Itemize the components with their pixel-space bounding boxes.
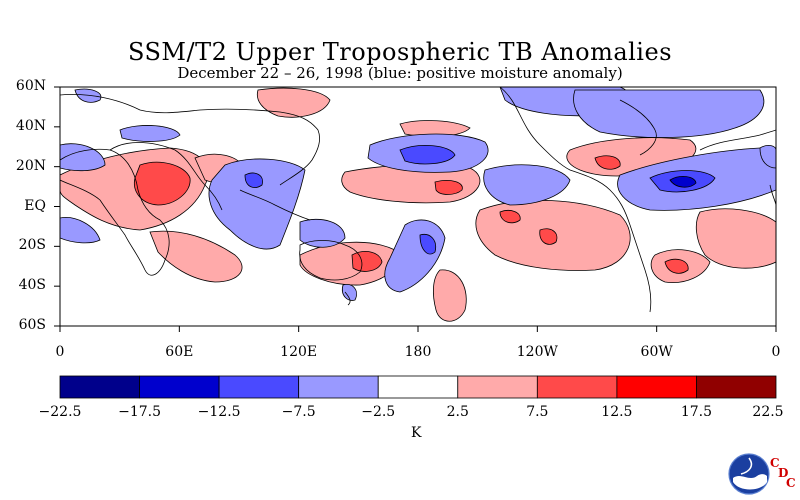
- coastlines: [60, 87, 776, 313]
- negative-anomaly-west-pacific-core: [399, 145, 456, 165]
- negative-anomaly-north-africa: [60, 217, 101, 244]
- negative-anomaly-maritime-core: [244, 172, 263, 188]
- lon-label: 180: [404, 344, 432, 360]
- chart-subtitle: December 22 – 26, 1998 (blue: positive m…: [177, 64, 623, 82]
- negative-anomaly-north-atlantic: [573, 89, 765, 138]
- colorbar-swatch: [457, 375, 538, 399]
- lon-label: 60E: [165, 344, 194, 360]
- cdc-letter-1: C: [770, 456, 780, 470]
- negative-anomaly-west-africa: [60, 143, 106, 172]
- negative-anomaly-east-pacific: [483, 164, 571, 206]
- positive-anomaly-south-atlantic: [695, 208, 776, 269]
- colorbar-tick-label: −12.5: [197, 404, 241, 420]
- lon-label: 120W: [516, 344, 558, 360]
- colorbar-tick-label: 12.5: [601, 404, 633, 420]
- cdc-letter-3: C: [786, 476, 796, 490]
- colorbar-tick-label: −2.5: [361, 404, 396, 420]
- negative-anomaly-east-atlantic: [759, 144, 776, 169]
- colorbar-swatch: [616, 375, 697, 399]
- positive-anomaly-mexico-core: [594, 155, 621, 170]
- lon-label: 120E: [280, 344, 318, 360]
- negative-anomaly-coral-sea: [299, 218, 346, 248]
- lat-label: 20S: [18, 237, 46, 254]
- colorbar-swatch: [696, 375, 777, 399]
- colorbar-tick-label: 17.5: [680, 404, 713, 420]
- colorbar-swatch: [298, 375, 379, 399]
- colorbar-unit: K: [411, 425, 422, 441]
- cdc-mark: C D C: [766, 452, 800, 492]
- positive-anomaly-indian-ocean: [149, 230, 243, 283]
- colorbar: [59, 375, 777, 399]
- lat-label: EQ: [24, 197, 46, 214]
- chart-title: SSM/T2 Upper Tropospheric TB Anomalies: [127, 38, 673, 66]
- colorbar-tick-label: −17.5: [118, 404, 161, 420]
- negative-anomaly-siberia: [74, 88, 102, 103]
- colorbar-tick-label: −7.5: [281, 404, 316, 420]
- colorbar-swatch: [139, 375, 220, 399]
- positive-anomaly-africa-core: [133, 161, 191, 206]
- colorbar-tick-label: 7.5: [526, 404, 549, 420]
- lat-label: 40S: [18, 277, 46, 294]
- positive-anomaly-south-pacific-core-2: [539, 228, 558, 245]
- positive-anomaly-central-pacific-core: [434, 180, 463, 195]
- positive-anomaly-south-pacific-core: [499, 210, 521, 224]
- lat-label: 60N: [15, 78, 46, 94]
- colorbar-tick-label: −22.5: [38, 404, 82, 420]
- negative-anomaly-date-line-core: [419, 233, 437, 255]
- lat-label: 40N: [15, 117, 46, 134]
- colorbar-swatch: [377, 375, 459, 399]
- negative-anomaly-tasman: [341, 283, 357, 301]
- positive-anomaly-south-pacific-low: [432, 269, 467, 322]
- positive-anomaly-south-america-core: [664, 258, 689, 274]
- negative-anomaly-atlantic-peak: [669, 176, 697, 188]
- colorbar-tick-label: 22.5: [752, 404, 784, 420]
- lon-label: 60W: [640, 344, 673, 360]
- colorbar-swatch: [536, 375, 618, 399]
- colorbar-swatch: [218, 375, 300, 399]
- colorbar-swatch: [59, 375, 140, 399]
- negative-anomaly-maritime: [208, 158, 306, 250]
- lon-label: 0: [771, 344, 781, 360]
- noaa-logo: [728, 453, 770, 495]
- colorbar-tick-label: 2.5: [446, 404, 469, 420]
- cdc-letter-2: D: [778, 466, 789, 480]
- positive-anomaly-china: [256, 87, 331, 118]
- lat-label: 20N: [15, 157, 46, 174]
- lat-label: 60S: [18, 317, 46, 333]
- negative-anomaly-arabia: [119, 125, 181, 142]
- lon-label: 0: [55, 344, 65, 360]
